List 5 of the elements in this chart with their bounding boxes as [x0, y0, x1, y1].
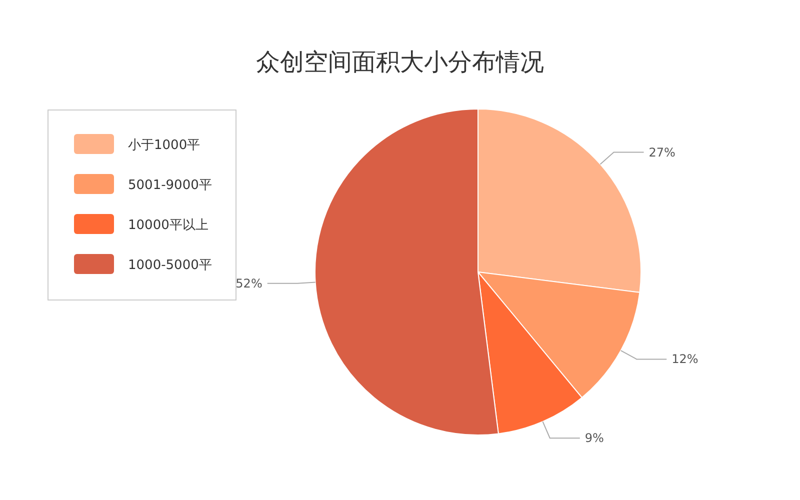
- legend-label: 10000平以上: [128, 218, 208, 233]
- legend-label: 5001-9000平: [128, 178, 212, 193]
- legend-label: 1000-5000平: [128, 258, 212, 273]
- title: 众创空间面积大小分布情况: [256, 48, 544, 76]
- legend-label: 小于1000平: [128, 138, 200, 153]
